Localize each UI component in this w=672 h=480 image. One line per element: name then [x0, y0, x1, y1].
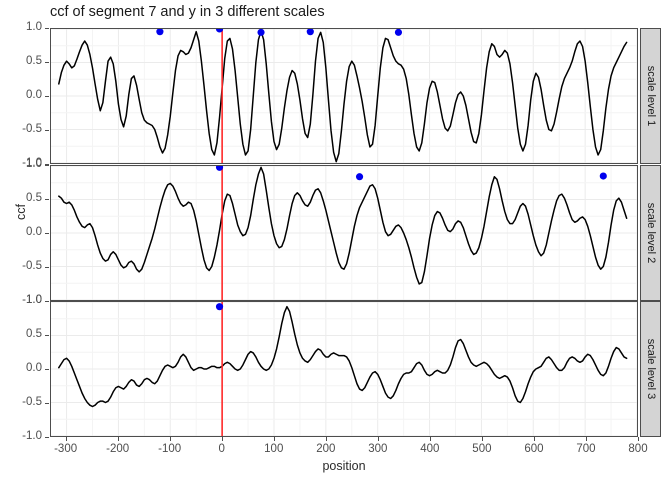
x-tick-mark	[65, 437, 67, 441]
x-tick-mark	[533, 437, 535, 441]
peak-marker	[257, 29, 265, 36]
x-tick-label: -100	[158, 443, 182, 455]
x-tick-mark	[325, 437, 327, 441]
peak-marker	[394, 29, 403, 36]
x-tick-label: 200	[316, 443, 336, 455]
x-tick-mark	[117, 437, 119, 441]
peak-marker	[355, 173, 364, 181]
facet-strip-label-3: scale level 3	[644, 338, 657, 400]
x-tick-mark	[169, 437, 171, 441]
y-tick-label: 0.0	[26, 362, 42, 374]
y-tick-mark	[45, 130, 49, 131]
x-tick-label: -300	[54, 443, 78, 455]
x-tick-label: 800	[628, 443, 648, 455]
peak-marker	[306, 29, 314, 36]
ccf-line	[59, 31, 627, 162]
panel-scale-level-2	[50, 165, 638, 301]
x-axis-title: position	[322, 459, 366, 473]
x-tick-label: 0	[218, 443, 225, 455]
x-tick-mark	[429, 437, 431, 441]
y-tick-label: -1.0	[22, 157, 42, 169]
y-tick-mark	[45, 199, 49, 200]
facet-strip-2: scale level 2	[640, 165, 661, 301]
facet-strip-label-1: scale level 1	[644, 65, 657, 127]
x-tick-label: 400	[420, 443, 440, 455]
y-tick-mark	[45, 403, 49, 404]
peak-marker	[215, 29, 224, 33]
facet-strip-label-2: scale level 2	[644, 202, 657, 264]
y-tick-label: 0.5	[26, 192, 42, 204]
x-tick-label: 500	[472, 443, 492, 455]
y-tick-mark	[45, 335, 49, 336]
y-tick-label: 0.5	[26, 328, 42, 340]
peak-markers	[215, 303, 224, 311]
ccf-line	[59, 167, 627, 284]
y-tick-mark	[45, 165, 49, 166]
panel-scale-level-1	[50, 28, 638, 164]
x-tick-label: 300	[368, 443, 388, 455]
y-tick-label: 1.0	[26, 158, 42, 170]
y-tick-label: 1.0	[26, 294, 42, 306]
peak-marker	[599, 172, 607, 180]
y-tick-label: 1.0	[26, 21, 42, 33]
peak-markers	[156, 29, 403, 36]
y-tick-mark	[45, 96, 49, 97]
x-tick-mark	[273, 437, 275, 441]
x-tick-label: 100	[264, 443, 284, 455]
x-tick-mark	[377, 437, 379, 441]
peak-marker	[215, 303, 224, 311]
y-tick-mark	[45, 62, 49, 63]
y-tick-label: 0.0	[26, 89, 42, 101]
peak-marker	[156, 29, 164, 36]
y-tick-mark	[45, 28, 49, 29]
y-tick-mark	[45, 301, 49, 302]
y-tick-label: -0.5	[22, 260, 42, 272]
x-tick-label: 600	[524, 443, 544, 455]
y-tick-mark	[45, 437, 49, 438]
facet-strip-1: scale level 1	[640, 28, 661, 164]
ccf-line	[59, 307, 627, 407]
y-tick-label: -1.0	[22, 294, 42, 306]
x-tick-mark	[585, 437, 587, 441]
y-tick-label: -0.5	[22, 123, 42, 135]
x-tick-label: -200	[106, 443, 130, 455]
peak-marker	[215, 166, 224, 171]
y-tick-label: 0.0	[26, 226, 42, 238]
page-title: ccf of segment 7 and y in 3 different sc…	[50, 4, 325, 20]
x-tick-mark	[221, 437, 223, 441]
x-tick-label: 700	[576, 443, 596, 455]
y-tick-label: -1.0	[22, 430, 42, 442]
x-tick-mark	[638, 437, 639, 441]
peak-markers	[215, 166, 607, 181]
y-tick-mark	[45, 369, 49, 370]
y-tick-mark	[45, 267, 49, 268]
y-tick-label: 0.5	[26, 55, 42, 67]
panel-scale-level-3	[50, 301, 638, 437]
y-tick-mark	[45, 164, 49, 165]
grid-lines	[51, 302, 637, 436]
y-tick-mark	[45, 233, 49, 234]
y-tick-label: -0.5	[22, 396, 42, 408]
x-tick-mark	[481, 437, 483, 441]
facet-strip-3: scale level 3	[640, 301, 661, 437]
